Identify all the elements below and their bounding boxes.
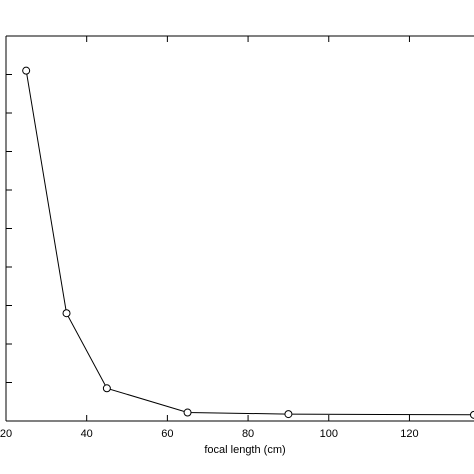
x-tick-label: 60	[161, 428, 173, 440]
data-point	[183, 408, 192, 417]
data-point	[22, 66, 31, 75]
ticks: 20 40 60 80 100 120	[0, 36, 419, 440]
series-line	[25, 70, 474, 416]
x-tick-label: 80	[242, 428, 254, 440]
x-tick-label: 40	[81, 428, 93, 440]
x-tick-label: 120	[400, 428, 418, 440]
x-axis-label: focal length (cm)	[204, 444, 285, 456]
data-point	[470, 410, 474, 419]
data-point	[102, 384, 111, 393]
x-tick-label: 20	[0, 428, 12, 440]
data-point	[62, 309, 71, 318]
data-point	[284, 410, 293, 419]
axes	[5, 35, 474, 422]
data-series	[22, 66, 474, 419]
x-tick-label: 100	[320, 428, 338, 440]
